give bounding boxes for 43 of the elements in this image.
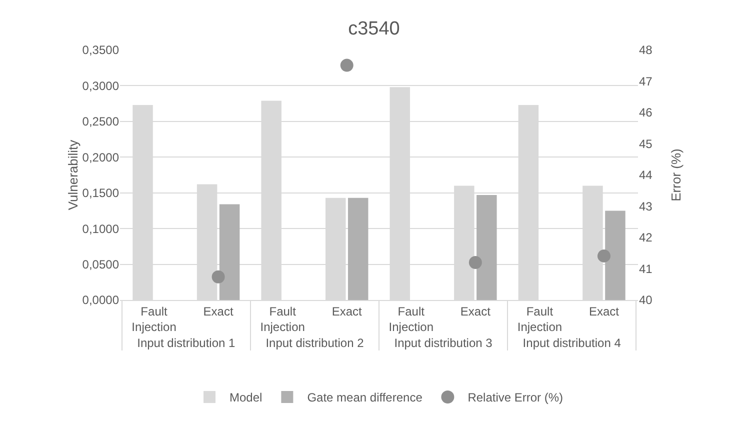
y2-tick-label: 45 <box>639 136 653 151</box>
y2-axis-title: Error (%) <box>668 148 684 202</box>
y2-tick-label: 48 <box>639 43 653 58</box>
x-tick-label: Fault Injection <box>517 304 562 334</box>
text: Input distribution 2 <box>266 336 364 350</box>
legend-label: Gate mean difference <box>307 390 423 405</box>
y2-tick-label: 46 <box>639 106 653 120</box>
y-tick-label: 0,0000 <box>82 293 120 308</box>
text: Input distribution 1 <box>137 336 236 350</box>
y2-tick-label: 40 <box>639 293 653 308</box>
y-tick-label: 0,3000 <box>82 78 120 93</box>
x-tick-label: Exact <box>332 304 363 318</box>
y-tick-label: 0,3500 <box>82 43 120 58</box>
bar <box>605 210 626 300</box>
y2-tick-label: 43 <box>639 199 653 214</box>
x-tick-label: Fault Injection <box>388 304 434 334</box>
legend-label: Model <box>230 390 262 405</box>
bar <box>476 195 497 300</box>
x-tick-label: Fault Injection <box>132 304 176 334</box>
y2-tick-label: 44 <box>639 168 653 182</box>
x-tick-label: Fault Injection <box>260 304 305 334</box>
bar <box>348 198 368 300</box>
y2-tick-label: 41 <box>639 262 653 276</box>
y-tick-label: 0,2500 <box>82 114 120 129</box>
chart-title: c3540 <box>348 18 400 40</box>
y2-tick-label: 42 <box>639 230 653 245</box>
point <box>340 58 354 72</box>
x-tick-label: Exact <box>460 304 492 318</box>
y-tick-label: 0,1000 <box>82 222 120 236</box>
point <box>468 256 482 269</box>
x-tick-label: Exact <box>588 304 620 318</box>
point <box>212 270 225 284</box>
legend-label: Relative Error (%) <box>468 390 564 405</box>
text: Input distribution 3 <box>394 336 493 350</box>
y-tick-label: 0,0500 <box>82 257 120 272</box>
y-tick-label: 0,1500 <box>82 186 120 200</box>
y-axis-title: Vulnerability <box>65 139 80 210</box>
bar <box>219 204 240 300</box>
y2-tick-label: 47 <box>639 74 653 88</box>
text: Input distribution 4 <box>522 336 622 350</box>
y-tick-label: 0,2000 <box>82 150 120 164</box>
point <box>597 249 610 262</box>
x-tick-label: Exact <box>203 304 234 318</box>
